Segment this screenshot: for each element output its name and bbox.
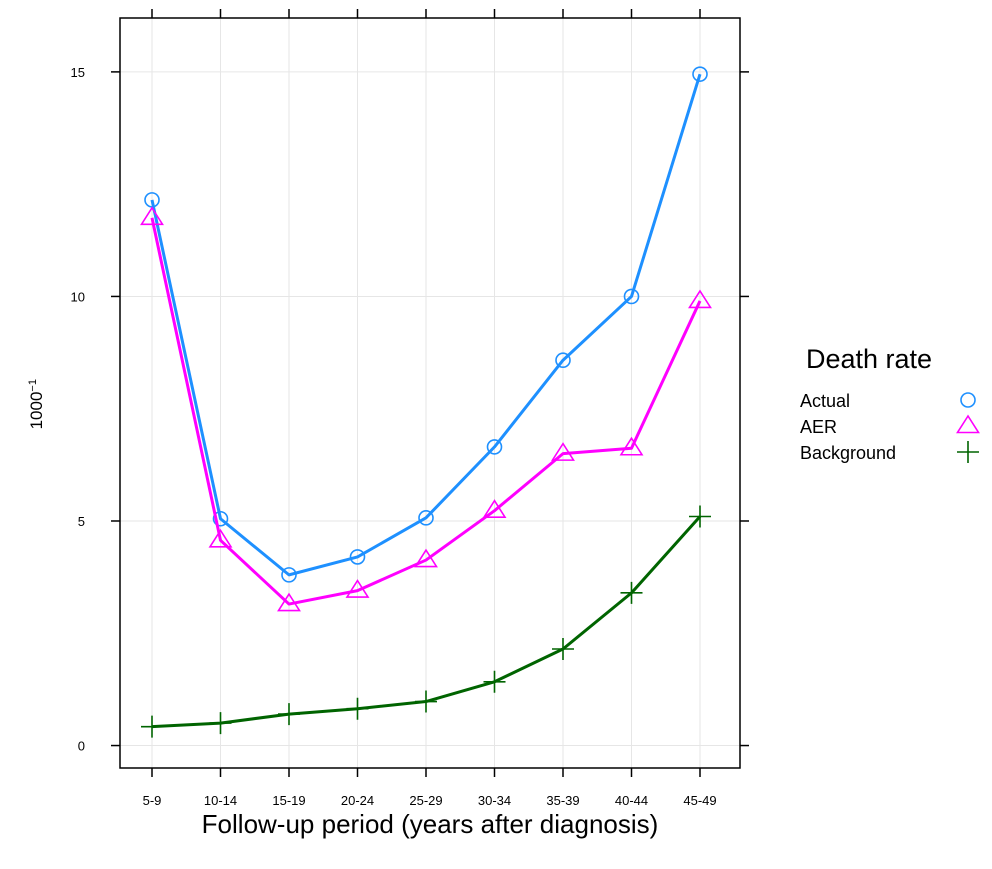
data-point-aer — [482, 499, 507, 518]
data-point-background — [552, 637, 574, 660]
x-tick-label: 45-49 — [683, 793, 716, 808]
legend-title: Death rate — [806, 344, 932, 374]
data-point-background — [141, 715, 163, 738]
data-point-aer — [688, 289, 712, 309]
data-point-background — [483, 670, 506, 693]
series-actual — [144, 66, 708, 583]
data-point-background — [620, 581, 643, 604]
x-tick-label: 5-9 — [143, 793, 162, 808]
data-point-aer — [619, 436, 644, 456]
data-point-actual — [486, 439, 503, 455]
data-point-aer — [345, 579, 370, 598]
legend-marker-aer — [956, 414, 980, 434]
x-tick-label: 10-14 — [204, 793, 237, 808]
data-point-aer — [414, 548, 438, 568]
legend-label-background: Background — [800, 443, 896, 463]
y-tick-label: 15 — [71, 65, 85, 80]
x-tick-label: 35-39 — [546, 793, 579, 808]
data-point-aer — [208, 528, 233, 548]
legend-label-aer: AER — [800, 417, 837, 437]
grid-lines — [120, 18, 740, 768]
legend-label-actual: Actual — [800, 391, 850, 411]
data-point-actual — [623, 288, 640, 305]
series-line-actual — [150, 73, 702, 577]
data-point-aer — [277, 592, 301, 612]
data-point-actual — [692, 66, 708, 82]
legend-item-background: Background — [800, 441, 979, 463]
legend-item-actual: Actual — [800, 391, 976, 411]
data-point-actual — [281, 567, 297, 583]
data-point-actual — [212, 510, 229, 527]
x-tick-label: 15-19 — [272, 793, 305, 808]
series-background — [141, 505, 711, 738]
y-axis-title-base: 1000 — [27, 392, 46, 430]
data-point-background — [209, 712, 232, 735]
data-point-aer — [551, 442, 575, 461]
data-point-actual — [418, 510, 434, 526]
y-tick-label: 5 — [78, 514, 85, 529]
legend-item-aer: AER — [800, 414, 980, 437]
series-line-aer — [150, 217, 702, 606]
legend: Death rate Actual AER Background — [800, 344, 980, 463]
data-point-background — [689, 505, 711, 528]
series-aer — [140, 206, 712, 612]
x-tick-label: 25-29 — [409, 793, 442, 808]
y-tick-label: 0 — [78, 739, 85, 754]
data-point-aer — [140, 206, 164, 226]
svg-text:1000−1: 1000−1 — [27, 379, 46, 429]
axis-ticks: 5-9 10-14 15-19 20-24 25-29 30-34 35-39 40-44 45… — [71, 9, 749, 808]
legend-marker-background — [957, 441, 979, 463]
plot-frame — [119, 17, 741, 769]
data-point-background — [415, 690, 437, 713]
data-point-background — [346, 697, 369, 720]
data-point-actual — [349, 549, 366, 565]
x-axis-title: Follow-up period (years after diagnosis) — [202, 809, 659, 839]
x-tick-label: 20-24 — [341, 793, 374, 808]
x-tick-label: 40-44 — [615, 793, 648, 808]
legend-marker-actual — [960, 392, 976, 408]
data-point-background — [278, 703, 300, 726]
y-axis-title: 1000−1 — [27, 379, 46, 429]
y-axis-title-exponent: −1 — [27, 379, 39, 392]
y-tick-label: 10 — [71, 289, 85, 304]
data-point-actual — [555, 352, 571, 369]
series-layer — [140, 66, 712, 738]
x-tick-label: 30-34 — [478, 793, 511, 808]
